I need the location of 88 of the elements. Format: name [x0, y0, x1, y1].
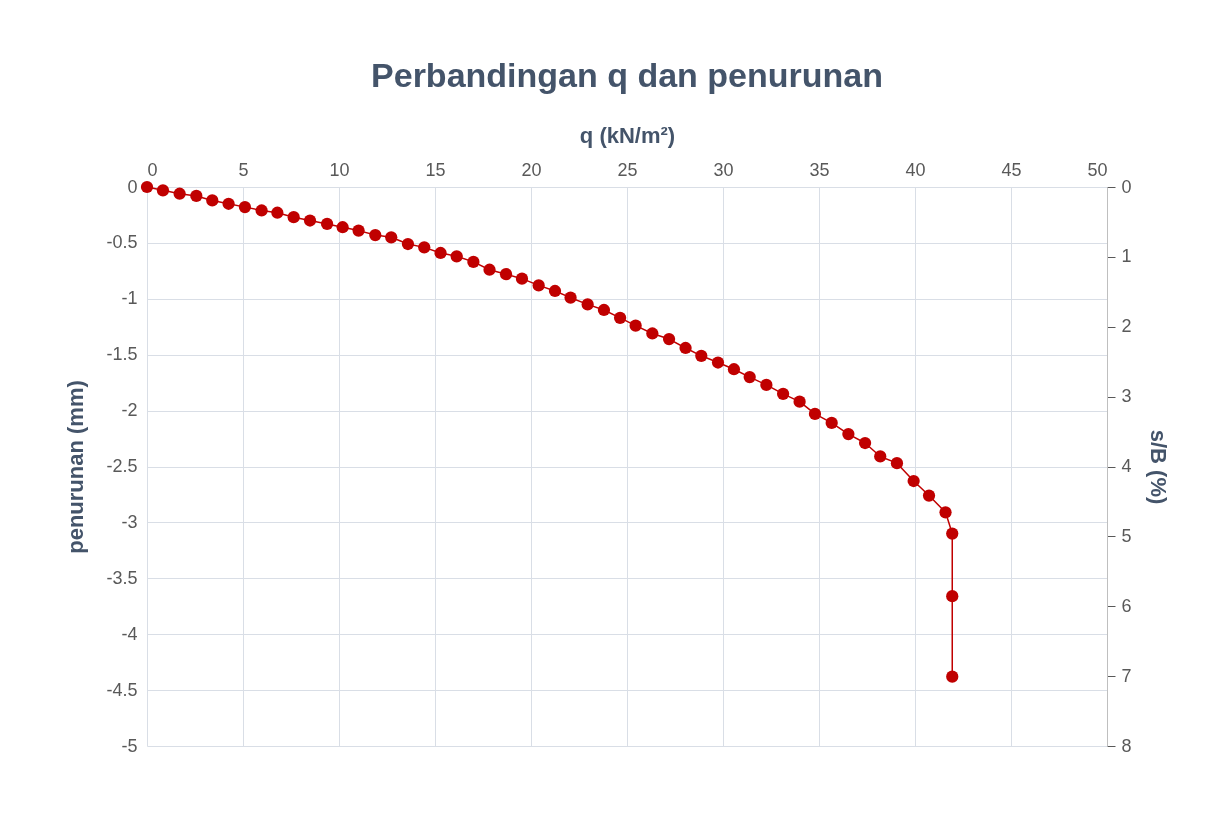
x-tick-label: 35	[809, 159, 830, 180]
y-tick-label: -2	[121, 400, 138, 421]
x-tick-label: 15	[425, 159, 446, 180]
point	[532, 279, 545, 292]
y-tick-label: -0.5	[106, 232, 138, 253]
point	[727, 363, 741, 376]
point	[564, 291, 577, 304]
y-tick-label: -3	[121, 511, 138, 532]
y2-tick-label: 4	[1121, 456, 1132, 476]
point	[890, 457, 904, 470]
chart-title: Perbandingan q dan penurunan	[371, 56, 883, 94]
point	[515, 272, 529, 285]
y-tick-label: -5	[121, 735, 138, 756]
x-tick-label: 25	[617, 159, 638, 180]
point	[946, 527, 959, 540]
x-tick-label: 10	[329, 159, 350, 180]
y2-tick-label: 0	[1121, 176, 1132, 197]
point	[401, 237, 415, 251]
point	[581, 298, 594, 311]
point	[760, 378, 773, 391]
point	[946, 590, 959, 603]
x-tick-label: 30	[713, 159, 734, 180]
y2-tick-label: 8	[1121, 735, 1132, 756]
point	[450, 250, 463, 263]
y2-axis-title: s/B (%)	[1145, 429, 1171, 505]
point	[808, 407, 822, 421]
point	[140, 180, 154, 194]
point	[320, 217, 334, 231]
y2-tick-label: 3	[1121, 386, 1132, 407]
point	[842, 427, 855, 441]
point	[206, 194, 219, 207]
point	[156, 184, 170, 197]
point	[483, 263, 496, 276]
x-tick-label: 40	[905, 159, 926, 180]
point	[287, 211, 300, 224]
point	[467, 255, 480, 269]
point	[874, 450, 887, 463]
point	[369, 228, 382, 242]
point	[222, 197, 235, 210]
point	[858, 436, 872, 450]
point	[922, 489, 936, 502]
y-tick-label: 0	[127, 176, 138, 197]
y-tick-label: -3.5	[106, 567, 138, 588]
y-tick-label: -2.5	[106, 456, 138, 476]
point	[173, 187, 186, 200]
point	[695, 349, 708, 362]
point	[255, 204, 268, 217]
x-tick-label: 45	[1001, 159, 1022, 180]
y-tick-label: -4.5	[106, 679, 138, 700]
point	[597, 303, 611, 317]
point	[548, 284, 562, 298]
point	[776, 387, 790, 400]
y2-tick-label: 1	[1121, 246, 1132, 267]
point	[499, 268, 513, 281]
y-tick-label: -4	[121, 623, 138, 644]
x-tick-label: 20	[521, 159, 542, 180]
point	[303, 214, 317, 227]
x-axis-title: q (kN/m²)	[579, 122, 676, 148]
point	[711, 356, 725, 369]
y-tick-label: -1.5	[106, 344, 138, 365]
point	[613, 311, 627, 324]
point	[190, 189, 203, 203]
y2-tick-label: 2	[1121, 316, 1132, 337]
point	[907, 474, 920, 488]
point	[743, 370, 756, 384]
point	[434, 246, 447, 260]
point	[939, 506, 952, 519]
y2-tick-label: 7	[1121, 665, 1132, 686]
point	[662, 332, 676, 346]
point	[825, 416, 838, 430]
point	[793, 395, 806, 408]
point	[385, 231, 398, 244]
y2-tick-label: 5	[1121, 525, 1132, 546]
x-tick-label: 50	[1087, 159, 1108, 180]
point	[336, 221, 349, 234]
point	[629, 319, 642, 332]
point	[271, 206, 284, 219]
y2-tick-label: 6	[1121, 595, 1132, 616]
point	[946, 670, 959, 683]
x-tick-label: 0	[147, 159, 158, 180]
x-tick-label: 5	[238, 159, 249, 180]
point	[418, 241, 431, 254]
point	[646, 327, 659, 340]
point	[238, 201, 252, 214]
point	[352, 224, 365, 237]
y-axis-title: penurunan (mm)	[63, 380, 89, 554]
y-tick-label: -1	[121, 288, 138, 309]
point	[679, 341, 692, 355]
